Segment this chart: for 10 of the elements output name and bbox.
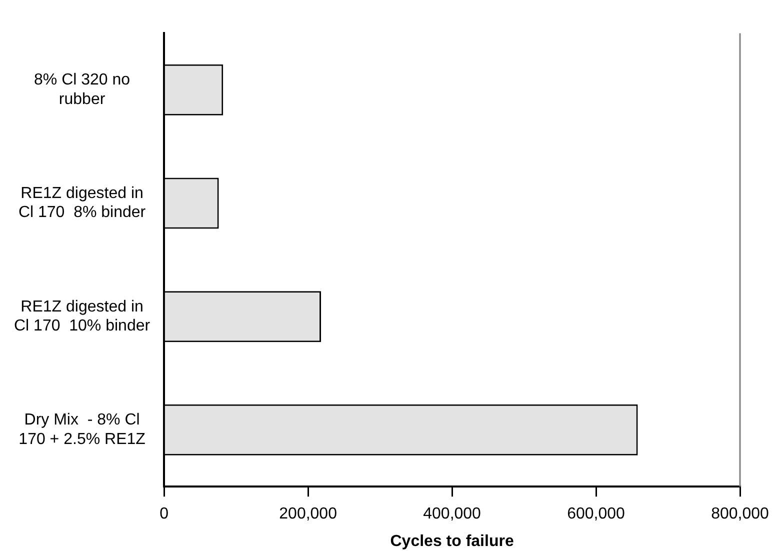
x-tick-label: 0	[160, 506, 169, 523]
x-tick-label: 800,000	[711, 506, 770, 523]
x-tick-label: 400,000	[423, 506, 482, 523]
y-tick-label: RE1Z digested in Cl 170 8% binder	[18, 185, 146, 222]
x-tick-label: 200,000	[279, 506, 338, 523]
y-tick-label: RE1Z digested in Cl 170 10% binder	[14, 298, 151, 335]
y-tick-label: Dry Mix - 8% Cl 170 + 2.5% RE1Z	[18, 412, 146, 448]
x-axis-title: Cycles to failure	[390, 532, 514, 550]
x-tick-label: 600,000	[567, 506, 626, 523]
y-tick-label: 8% Cl 320 no rubber	[34, 72, 130, 108]
